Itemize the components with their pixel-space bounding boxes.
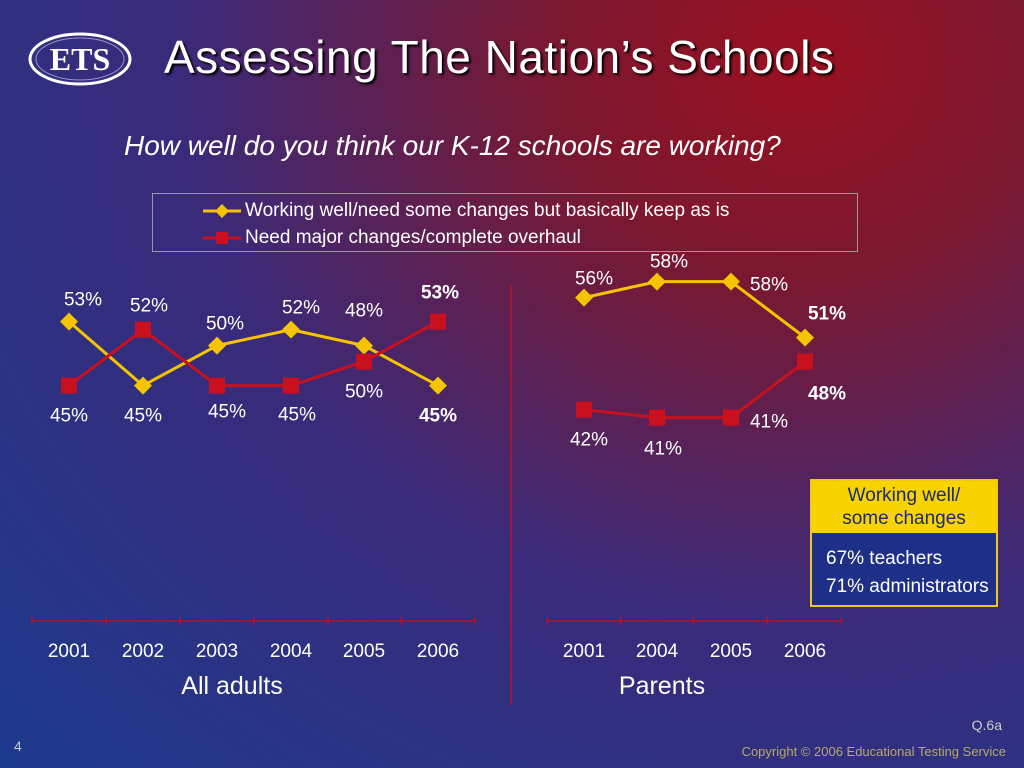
callout-heading-line1: Working well/ — [847, 485, 961, 506]
logo-text: ETS — [50, 41, 110, 77]
legend-label-major-changes: Need major changes/complete overhaul — [245, 227, 581, 248]
copyright-notice: Copyright © 2006 Educational Testing Ser… — [741, 744, 1006, 759]
series-line — [68, 320, 439, 388]
question-reference: Q.6a — [971, 717, 1002, 733]
data-label: 51% — [808, 304, 846, 325]
data-label: 53% — [421, 283, 459, 304]
data-point-square — [723, 409, 739, 426]
data-point-diamond — [429, 376, 447, 395]
x-tick-label: 2005 — [343, 641, 385, 662]
chart-legend: Working well/need some changes but basic… — [152, 193, 858, 252]
slide-subtitle: How well do you think our K-12 schools a… — [124, 130, 781, 161]
data-point-diamond — [648, 272, 666, 291]
data-point-square — [576, 401, 592, 418]
data-label: 45% — [208, 402, 246, 423]
data-point-square — [356, 353, 372, 370]
data-point-diamond — [208, 336, 226, 355]
ets-logo: ETS — [28, 32, 132, 86]
series-line — [68, 320, 439, 388]
data-label: 45% — [419, 406, 457, 427]
data-point-diamond — [575, 288, 593, 307]
data-label: 45% — [124, 406, 162, 427]
series-line — [583, 360, 806, 420]
data-label: 58% — [750, 275, 788, 296]
data-label: 50% — [206, 314, 244, 335]
group-label: Parents — [619, 672, 705, 700]
data-point-diamond — [355, 336, 373, 355]
legend-label-working-well: Working well/need some changes but basic… — [245, 200, 730, 221]
data-label: 56% — [575, 269, 613, 290]
data-point-square — [135, 321, 151, 338]
square-marker-icon — [203, 232, 241, 244]
callout-heading: Working well/ some changes — [812, 481, 996, 533]
page-number: 4 — [14, 738, 22, 754]
data-point-diamond — [282, 320, 300, 339]
x-tick-label: 2004 — [270, 641, 313, 662]
callout-teachers: 67% teachers — [826, 548, 943, 569]
data-label: 45% — [278, 405, 316, 426]
data-label: 58% — [650, 252, 688, 273]
data-label: 53% — [64, 290, 102, 311]
callout-heading-line2: some changes — [842, 508, 966, 529]
data-label: 48% — [345, 301, 383, 322]
data-label: 45% — [50, 406, 88, 427]
data-point-square — [283, 377, 299, 394]
x-tick-label: 2001 — [48, 641, 90, 662]
data-point-diamond — [796, 328, 814, 347]
data-point-square — [649, 409, 665, 426]
data-point-square — [61, 377, 77, 394]
callout-administrators: 71% administrators — [826, 576, 989, 597]
data-label: 42% — [570, 430, 608, 451]
data-label: 52% — [130, 296, 168, 317]
data-label: 48% — [808, 384, 846, 405]
data-point-square — [209, 377, 225, 394]
data-point-diamond — [60, 312, 78, 331]
x-tick-label: 2004 — [636, 641, 679, 662]
data-point-diamond — [134, 376, 152, 395]
data-point-diamond — [722, 272, 740, 291]
slide-title: Assessing The Nation’s Schools — [164, 31, 835, 83]
x-tick-label: 2003 — [196, 641, 238, 662]
diamond-marker-icon — [203, 204, 241, 218]
x-tick-label: 2001 — [563, 641, 605, 662]
data-label: 50% — [345, 382, 383, 403]
data-label: 52% — [282, 298, 320, 319]
x-tick-label: 2005 — [710, 641, 752, 662]
data-label: 41% — [750, 412, 788, 433]
x-tick-label: 2002 — [122, 641, 164, 662]
callout-body: 67% teachers 71% administrators — [812, 533, 996, 601]
group-label: All adults — [181, 672, 282, 700]
series-line — [583, 280, 806, 339]
x-tick-label: 2006 — [784, 641, 826, 662]
x-tick-label: 2006 — [417, 641, 459, 662]
data-label: 41% — [644, 439, 682, 460]
callout-box: Working well/ some changes 67% teachers … — [810, 479, 998, 607]
data-point-square — [797, 353, 813, 370]
data-point-square — [430, 313, 446, 330]
